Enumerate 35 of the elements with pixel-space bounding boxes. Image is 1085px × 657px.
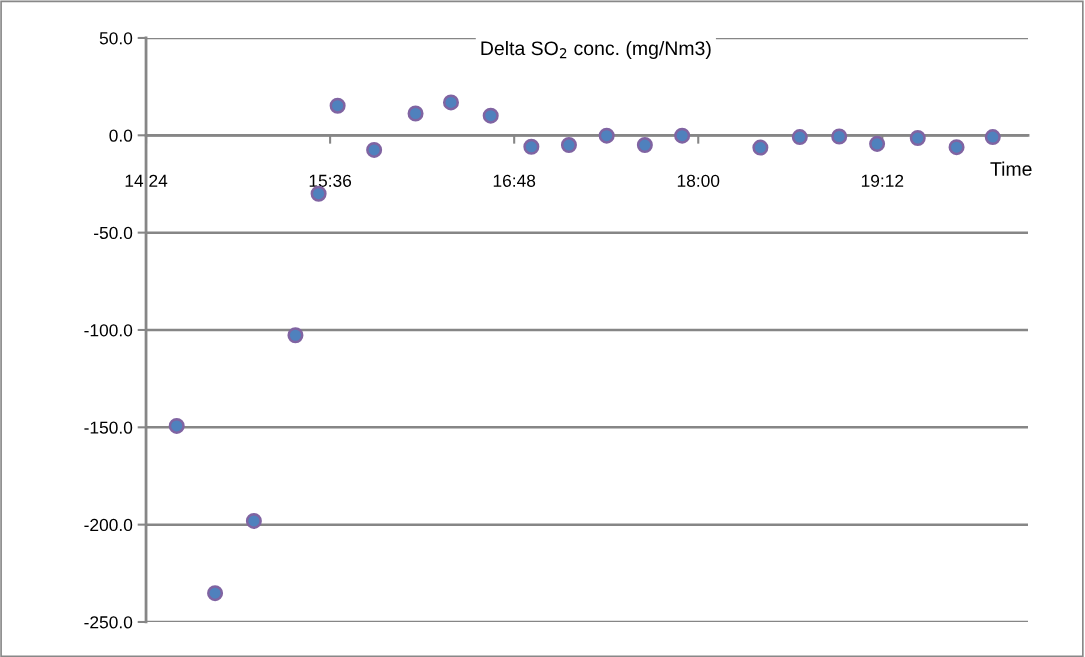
point bbox=[287, 327, 304, 344]
y-tick-label: -200.0 bbox=[84, 518, 133, 532]
point bbox=[407, 105, 424, 122]
point bbox=[482, 107, 499, 124]
point bbox=[674, 127, 691, 144]
point bbox=[984, 129, 1001, 146]
y-tick-label: -250.0 bbox=[84, 616, 133, 629]
point bbox=[752, 139, 769, 156]
point bbox=[168, 417, 185, 434]
point bbox=[791, 129, 808, 146]
point bbox=[598, 127, 615, 144]
point bbox=[560, 137, 577, 154]
point bbox=[523, 138, 540, 155]
y-tick-label: 0.0 bbox=[109, 129, 133, 142]
x-axis-title: Time bbox=[990, 161, 1032, 176]
point bbox=[366, 141, 383, 158]
point bbox=[636, 137, 653, 154]
x-tick-label: 19:12 bbox=[861, 174, 904, 187]
y-tick-label: -100.0 bbox=[84, 324, 133, 337]
y-tick-label: -150.0 bbox=[84, 421, 133, 434]
point bbox=[245, 512, 262, 529]
x-tick-label: 16:48 bbox=[493, 174, 536, 187]
point bbox=[948, 139, 965, 156]
point bbox=[831, 128, 848, 145]
point bbox=[442, 94, 459, 111]
y-tick-label: -50.0 bbox=[94, 226, 133, 240]
point bbox=[207, 585, 224, 602]
y-tick-label: 50.0 bbox=[99, 32, 133, 45]
x-tick-label: 15:36 bbox=[309, 174, 352, 187]
x-tick-label: 18:00 bbox=[677, 174, 720, 187]
x-tick-label: 14:24 bbox=[125, 174, 168, 187]
point bbox=[909, 130, 926, 147]
point bbox=[329, 97, 346, 114]
chart-title: Delta SO$_{2}$ conc. (mg/Nm3) bbox=[481, 40, 711, 60]
point bbox=[869, 135, 886, 152]
